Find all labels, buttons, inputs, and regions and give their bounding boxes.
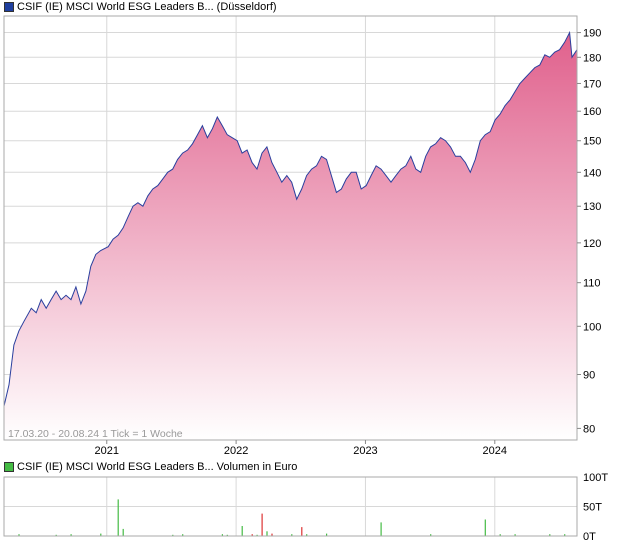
volume-bar [564, 534, 566, 536]
volume-bar [484, 519, 486, 536]
price-legend: CSIF (IE) MSCI World ESG Leaders B... (D… [4, 0, 277, 14]
volume-bar [251, 534, 253, 536]
price-x-axis: 2021 2022 2023 2024 [95, 440, 507, 457]
price-line [3, 30, 578, 407]
price-y-axis: 80 90 100 110 120 130 140 150 160 170 180 190 [577, 28, 601, 435]
volume-y-tick-label: 100T [583, 472, 608, 484]
price-y-tick-label: 90 [583, 370, 595, 382]
volume-bar [122, 528, 124, 536]
price-y-tick-label: 110 [583, 278, 601, 290]
volume-bar [301, 527, 303, 536]
volume-bar [549, 534, 551, 536]
volume-bars [18, 499, 566, 536]
price-area [4, 32, 577, 440]
volume-y-axis: 0T 50T 100T [583, 472, 608, 543]
volume-bar [271, 533, 273, 536]
volume-bar [291, 534, 293, 536]
price-legend-swatch [4, 2, 14, 12]
volume-legend: CSIF (IE) MSCI World ESG Leaders B... Vo… [4, 460, 297, 474]
price-y-tick-label: 130 [583, 201, 601, 213]
price-x-tick-label: 2024 [483, 445, 507, 457]
price-legend-label: CSIF (IE) MSCI World ESG Leaders B... (D… [17, 1, 277, 13]
volume-bar [117, 499, 119, 536]
price-x-tick-label: 2022 [224, 445, 248, 457]
price-plot-frame [3, 15, 578, 441]
volume-bar [430, 534, 432, 536]
price-x-tick-label: 2023 [353, 445, 377, 457]
price-y-tick-label: 150 [583, 136, 601, 148]
volume-bar [241, 526, 243, 536]
volume-bar [266, 531, 268, 536]
volume-bar [380, 522, 382, 536]
price-y-tick-label: 120 [583, 238, 601, 250]
volume-bar [221, 534, 223, 536]
volume-legend-swatch [4, 462, 14, 472]
price-y-tick-label: 100 [583, 321, 601, 333]
price-y-tick-label: 160 [583, 106, 601, 118]
price-y-tick-label: 170 [583, 78, 601, 90]
volume-bar [326, 533, 328, 536]
volume-bar [226, 534, 228, 536]
price-y-tick-label: 80 [583, 423, 595, 435]
volume-bar [70, 534, 72, 536]
price-y-tick-label: 190 [583, 28, 601, 40]
volume-bar [55, 534, 57, 536]
price-y-tick-label: 180 [583, 52, 601, 64]
price-y-tick-label: 140 [583, 167, 601, 179]
volume-y-tick-label: 50T [583, 502, 602, 514]
volume-bar [182, 534, 184, 536]
volume-y-tick-label: 0T [583, 531, 596, 543]
volume-plot-frame [3, 476, 578, 537]
volume-bar [256, 534, 258, 536]
volume-legend-label: CSIF (IE) MSCI World ESG Leaders B... Vo… [17, 461, 298, 473]
volume-bar [261, 513, 263, 536]
volume-grid [4, 476, 577, 537]
volume-bar [18, 534, 20, 536]
volume-bar [514, 534, 516, 536]
volume-bar [100, 533, 102, 536]
volume-bar [172, 534, 174, 536]
volume-bar [499, 534, 501, 536]
price-x-tick-label: 2021 [95, 445, 119, 457]
chart-footnote: 17.03.20 - 20.08.24 1 Tick = 1 Woche [8, 428, 183, 440]
volume-bar [306, 534, 308, 536]
